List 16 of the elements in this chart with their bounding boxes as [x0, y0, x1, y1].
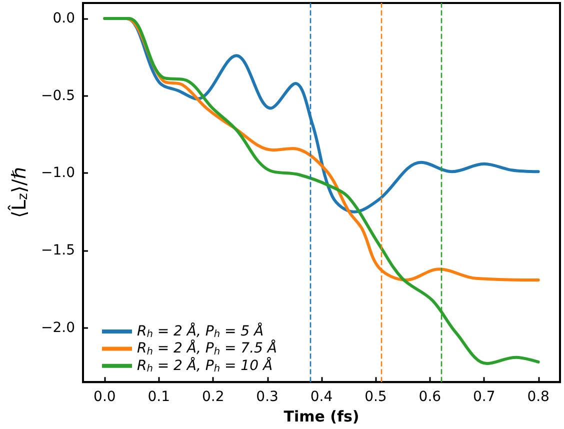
x-tick-label: 0.0	[94, 389, 116, 406]
y-tick-label: −2.0	[41, 320, 75, 336]
x-tick-label: 0.5	[364, 389, 387, 406]
x-tick-label: 0.1	[148, 389, 170, 406]
x-tick-label: 0.2	[202, 389, 224, 406]
x-tick-label: 0.3	[256, 389, 278, 406]
x-tick-label: 0.7	[472, 389, 496, 406]
y-axis-title: ⟨L̂z⟩/ℏ	[6, 167, 32, 218]
x-tick-label: 0.4	[310, 389, 333, 406]
y-tick-label: −0.5	[41, 88, 75, 104]
x-axis-title: Time (fs)	[284, 408, 360, 426]
x-tick-label: 0.6	[418, 389, 442, 406]
y-tick-label: −1.0	[41, 165, 75, 182]
y-tick-label: 0.0	[52, 10, 75, 26]
y-tick-label: −1.5	[41, 242, 75, 259]
x-tick-label: 0.8	[527, 389, 550, 406]
